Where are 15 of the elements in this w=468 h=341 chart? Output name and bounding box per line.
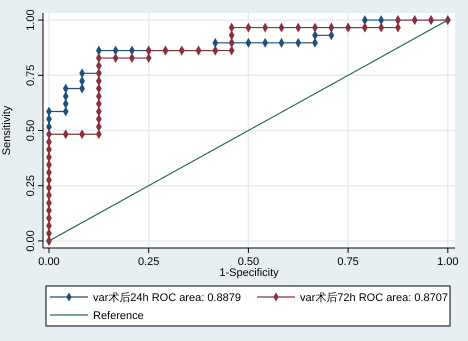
x-tick-label: 0.50 bbox=[238, 256, 260, 268]
x-tick-label: 0.75 bbox=[337, 256, 359, 268]
y-tick-label: 0.75 bbox=[25, 64, 37, 86]
y-tick-label: 0.50 bbox=[25, 120, 37, 142]
y-tick-label: 1.00 bbox=[25, 9, 37, 31]
legend-label: Reference bbox=[93, 310, 144, 322]
x-tick-label: 1.00 bbox=[437, 256, 459, 268]
legend-label: var术后24h ROC area: 0.8879 bbox=[93, 291, 241, 304]
y-axis-title: Sensitivity bbox=[1, 105, 13, 156]
x-tick-label: 0.00 bbox=[38, 256, 60, 268]
x-tick-label: 0.25 bbox=[138, 256, 160, 268]
y-tick-label: 0.00 bbox=[25, 230, 37, 252]
legend-label: var术后72h ROC area: 0.8707 bbox=[300, 291, 448, 304]
y-tick-label: 0.25 bbox=[25, 175, 37, 196]
x-axis-title: 1-Specificity bbox=[219, 267, 280, 279]
